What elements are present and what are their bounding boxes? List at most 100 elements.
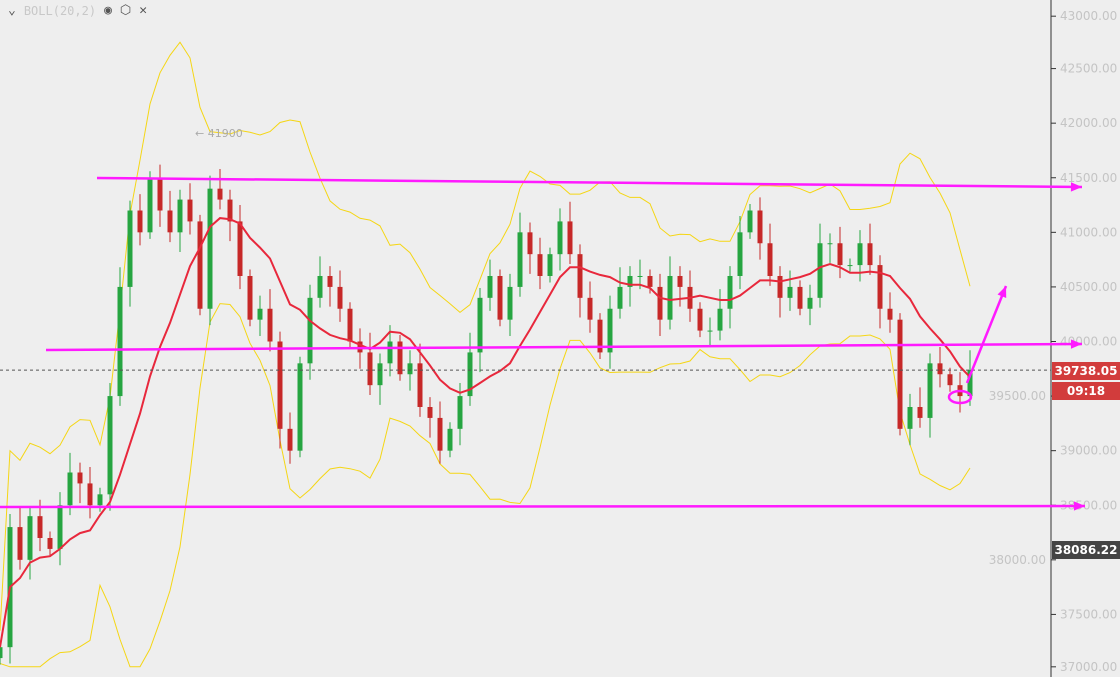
- candle-body: [187, 199, 193, 222]
- candle-body: [307, 297, 313, 364]
- candle-body: [127, 210, 133, 287]
- candle-body: [927, 363, 933, 418]
- y-tick-label: 37000.00: [1060, 660, 1117, 674]
- settings-icon[interactable]: ⬡: [119, 3, 132, 18]
- candle-body: [467, 352, 473, 397]
- candle-body: [857, 243, 863, 266]
- candle-body: [677, 276, 683, 287]
- candle-body: [877, 265, 883, 309]
- chevron-down-icon[interactable]: ⌄: [8, 3, 16, 18]
- candle-body: [817, 243, 823, 298]
- candle-body: [827, 243, 833, 245]
- candle-body: [647, 276, 653, 287]
- candle-body: [567, 221, 573, 255]
- marker-price-tag: 38086.22: [1052, 541, 1120, 559]
- candle-body: [237, 221, 243, 276]
- candle-body: [217, 188, 223, 200]
- candle-body: [777, 276, 783, 298]
- candle-body: [557, 221, 563, 255]
- candle-body: [257, 308, 263, 320]
- candle-body: [657, 286, 663, 320]
- candle-body: [887, 308, 893, 320]
- candle-body: [807, 297, 813, 309]
- indicator-legend: ⌄ BOLL(20,2) ◉ ⬡ ✕: [8, 3, 147, 18]
- candle-body: [507, 286, 513, 320]
- eye-icon[interactable]: ◉: [104, 3, 112, 18]
- y-tick-label: 41000.00: [1060, 225, 1117, 239]
- candle-body: [867, 243, 873, 266]
- candle-body: [167, 210, 173, 233]
- y-tick-label: 42500.00: [1060, 62, 1117, 76]
- candle-body: [117, 286, 123, 397]
- candle-body: [317, 276, 323, 298]
- candle-body: [487, 276, 493, 298]
- candle-body: [937, 363, 943, 375]
- countdown-tag: 09:18: [1052, 382, 1120, 400]
- candle-body: [147, 177, 153, 233]
- high-annotation: ← 41900: [195, 127, 243, 140]
- candle-body: [347, 308, 353, 342]
- candle-body: [837, 243, 843, 266]
- candle-body: [457, 396, 463, 429]
- candle-body: [297, 363, 303, 451]
- y-tick-label: 39500.00: [989, 389, 1046, 403]
- bollinger-middle: [0, 217, 971, 648]
- candle-body: [377, 363, 383, 386]
- candle-body: [327, 276, 333, 287]
- candle-body: [337, 286, 343, 309]
- candle-body: [267, 308, 273, 342]
- candle-body: [447, 428, 453, 451]
- candle-body: [967, 369, 973, 397]
- resistance-arrow: [96, 176, 1083, 189]
- candle-body: [47, 538, 53, 549]
- candle-body: [537, 254, 543, 276]
- candle-body: [0, 647, 3, 659]
- candle-body: [787, 286, 793, 298]
- candle-body: [77, 472, 83, 484]
- candle-body: [157, 177, 163, 211]
- candle-body: [177, 199, 183, 233]
- candle-body: [17, 527, 23, 560]
- support-arrow: [0, 504, 1086, 509]
- highlight-ellipse: [947, 389, 973, 405]
- candle-body: [207, 188, 213, 309]
- candle-body: [547, 254, 553, 276]
- candle-body: [627, 276, 633, 287]
- candle-body: [27, 516, 33, 560]
- y-tick-label: 40000.00: [1060, 335, 1117, 349]
- resistance-arrow-head: [1070, 182, 1082, 192]
- support-arrow-head: [1073, 501, 1085, 511]
- candle-body: [727, 276, 733, 309]
- candle-body: [417, 363, 423, 407]
- bollinger-upper: [0, 41, 971, 631]
- candle-body: [497, 276, 503, 320]
- y-tick-label: 42000.00: [1060, 116, 1117, 130]
- candle-body: [97, 494, 103, 506]
- candle-body: [477, 297, 483, 353]
- candle-body: [767, 243, 773, 276]
- candle-body: [367, 352, 373, 386]
- candle-body: [897, 319, 903, 429]
- candle-body: [847, 265, 853, 267]
- candle-body: [227, 199, 233, 222]
- y-tick-label: 43000.00: [1060, 9, 1117, 23]
- y-tick-label: 39000.00: [1060, 444, 1117, 458]
- last-price-tag: 39738.05: [1052, 362, 1120, 380]
- candle-body: [947, 374, 953, 386]
- candle-body: [747, 210, 753, 233]
- close-icon[interactable]: ✕: [139, 3, 148, 18]
- candle-body: [107, 396, 113, 495]
- candle-body: [57, 505, 63, 549]
- candle-body: [397, 341, 403, 375]
- projection-arrow: [965, 285, 1008, 384]
- candle-body: [737, 232, 743, 276]
- candle-body: [527, 232, 533, 255]
- candle-body: [707, 330, 713, 332]
- candle-body: [797, 286, 803, 309]
- indicator-label: BOLL(20,2): [23, 3, 97, 18]
- candle-body: [637, 276, 643, 277]
- candle-body: [617, 286, 623, 309]
- candle-body: [197, 221, 203, 309]
- candle-body: [697, 308, 703, 331]
